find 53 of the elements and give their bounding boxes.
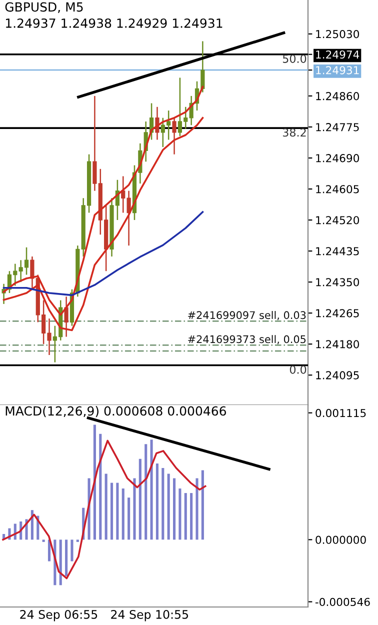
bar (65, 540, 68, 576)
y-tick-label: 0.001115 (316, 408, 366, 418)
candlestick (64, 296, 68, 338)
bar (48, 540, 51, 562)
y-tick-label: 1.24435 (316, 247, 359, 256)
bar (110, 482, 114, 540)
chart-title: GBPUSD, M5 (5, 2, 83, 13)
candlestick (172, 117, 176, 155)
annotation: 0.0 (290, 365, 306, 374)
bar (196, 478, 198, 540)
y-tick-label: 1.25030 (316, 30, 360, 38)
bar (128, 498, 130, 540)
y-tick-label: 1.24520 (316, 216, 360, 224)
y-tick-label: 1.24180 (316, 340, 360, 348)
annotation: 38.2 (282, 128, 306, 137)
bar (70, 540, 74, 562)
ref-line-label: #241699097 sell, 0.03 (188, 311, 306, 320)
bar (122, 488, 124, 540)
bar (162, 468, 164, 540)
annotation: 50.0 (282, 54, 306, 63)
bar (178, 488, 182, 540)
y-tick-label: 1.24860 (316, 92, 360, 100)
y-tick-label: 1.24350 (316, 278, 360, 286)
bar (138, 458, 142, 540)
y-tick-label: 1.24974 (316, 50, 360, 59)
x-tick-label: 24 Sep 10:55 (111, 610, 188, 622)
x-tick-label: 24 Sep 06:55 (20, 610, 98, 622)
bar (59, 540, 62, 586)
y-tick-label: 0.000000 (316, 536, 366, 544)
bar (190, 493, 193, 540)
y-tick-label: 1.24775 (316, 123, 359, 132)
y-tick-label: 1.24931 (316, 66, 359, 74)
candlestick (155, 106, 160, 140)
bar (116, 482, 119, 540)
text: 1.24937 1.24938 1.24929 1.24931 (6, 18, 222, 28)
bar (172, 478, 176, 540)
y-tick-label: 1.24265 (316, 309, 359, 318)
ref-line-label: #241699373 sell, 0.05 (188, 335, 306, 344)
bar (93, 424, 96, 540)
bar (99, 434, 102, 540)
bar (144, 444, 148, 540)
bar (201, 470, 204, 540)
bar (150, 440, 153, 540)
chart-title: MACD(12,26,9) 0.000608 0.000466 (6, 406, 226, 418)
bar (184, 493, 187, 540)
bar (156, 463, 158, 540)
y-tick-label: -0.000546 (315, 598, 370, 606)
bar (133, 478, 136, 540)
bar (167, 474, 170, 540)
y-tick-label: 1.24095 (316, 371, 359, 380)
y-tick-label: 1.24690 (316, 154, 360, 162)
bar (104, 474, 108, 540)
y-tick-label: 1.24605 (316, 185, 359, 194)
